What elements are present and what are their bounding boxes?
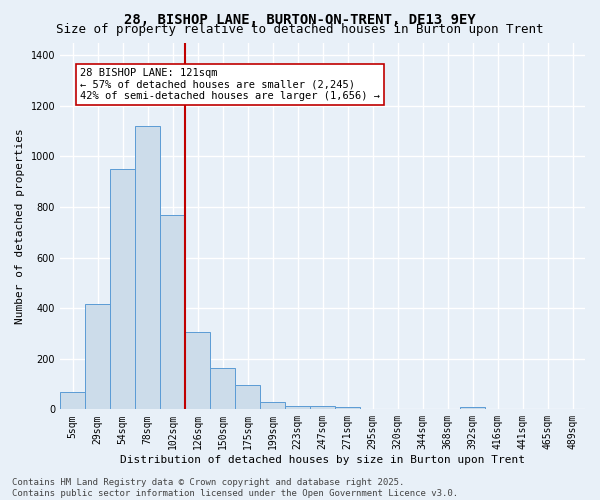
Bar [260, 402, 285, 409]
Y-axis label: Number of detached properties: Number of detached properties [15, 128, 25, 324]
Bar [185, 332, 210, 409]
Bar [210, 368, 235, 410]
Text: Size of property relative to detached houses in Burton upon Trent: Size of property relative to detached ho… [56, 22, 544, 36]
Bar [135, 126, 160, 410]
Bar [460, 408, 485, 410]
Bar [85, 304, 110, 410]
Bar [335, 407, 360, 410]
Bar [235, 386, 260, 409]
Bar [60, 392, 85, 409]
Text: 28 BISHOP LANE: 121sqm
← 57% of detached houses are smaller (2,245)
42% of semi-: 28 BISHOP LANE: 121sqm ← 57% of detached… [80, 68, 380, 101]
X-axis label: Distribution of detached houses by size in Burton upon Trent: Distribution of detached houses by size … [120, 455, 525, 465]
Text: 28, BISHOP LANE, BURTON-ON-TRENT, DE13 9EY: 28, BISHOP LANE, BURTON-ON-TRENT, DE13 9… [124, 12, 476, 26]
Bar [110, 169, 135, 410]
Bar [160, 214, 185, 410]
Text: Contains HM Land Registry data © Crown copyright and database right 2025.
Contai: Contains HM Land Registry data © Crown c… [12, 478, 458, 498]
Bar [310, 406, 335, 410]
Bar [285, 406, 310, 410]
